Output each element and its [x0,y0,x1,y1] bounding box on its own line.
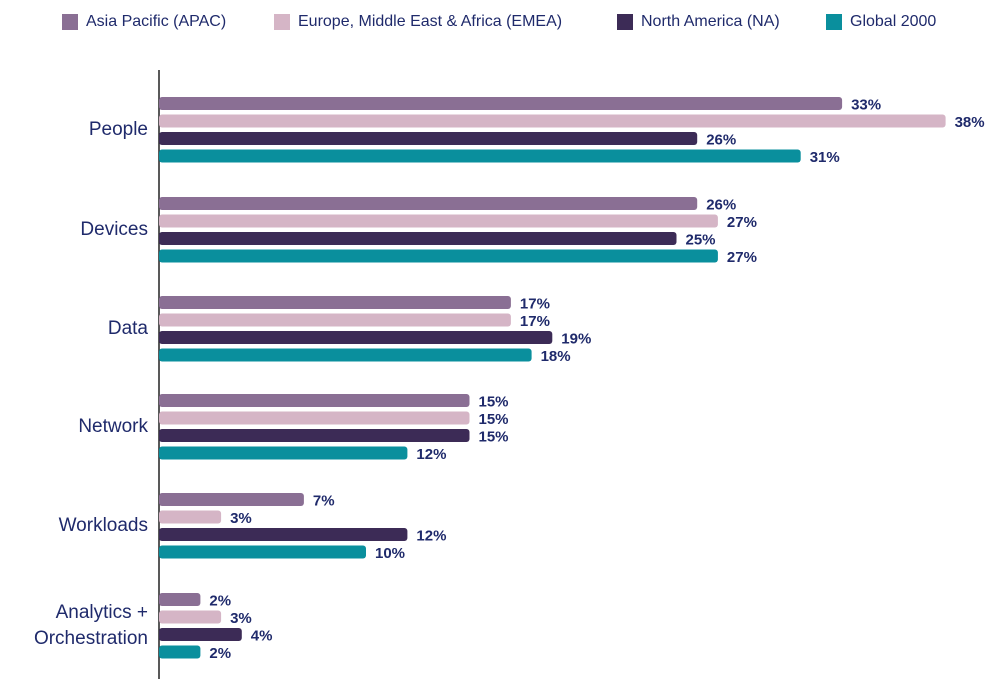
value-label: 15% [479,428,509,445]
value-label: 3% [230,610,252,627]
category-label: Devices [80,218,148,240]
category-label: People [88,118,148,140]
bar [159,232,677,245]
value-label: 26% [706,131,736,148]
bar [159,132,698,145]
bar [159,249,718,263]
bar [159,645,201,659]
value-label: 10% [375,545,405,562]
bar [159,593,201,606]
value-label: 2% [209,645,231,662]
bar [159,331,553,344]
bar [159,411,470,425]
legend-swatch [274,14,290,30]
value-label: 12% [416,446,446,463]
value-label: 27% [727,214,757,231]
value-label: 31% [810,149,840,166]
value-label: 27% [727,249,757,266]
legend-label: Asia Pacific (APAC) [86,13,226,30]
value-label: 33% [851,96,881,113]
bar [159,214,718,228]
value-label: 19% [561,330,591,347]
bar [159,97,843,110]
bar [159,545,366,559]
value-label: 7% [313,492,335,509]
category-label: Analytics + Orchestration [33,601,148,649]
value-label: 17% [520,295,550,312]
value-label: 4% [251,627,273,644]
legend-swatch [826,14,842,30]
value-label: 3% [230,510,252,527]
bar [159,628,242,641]
value-label: 17% [520,313,550,330]
bar [159,610,222,624]
legend-label: Europe, Middle East & Africa (EMEA) [298,13,562,30]
value-label: 15% [479,411,509,428]
category-label: Data [107,317,148,339]
bar [159,296,511,309]
bar [159,313,511,327]
legend-swatch [62,14,78,30]
category-label: Workloads [58,514,148,536]
legend-label: North America (NA) [641,13,780,30]
bar [159,394,470,407]
value-label: 26% [706,196,736,213]
bar [159,114,946,128]
value-label: 15% [479,393,509,410]
bar [159,429,470,442]
bar [159,528,408,541]
bar [159,149,801,163]
value-label: 18% [541,348,571,365]
bar [159,510,222,524]
value-label: 12% [416,527,446,544]
value-label: 25% [686,231,716,248]
legend-label: Global 2000 [850,13,936,30]
legend-swatch [617,14,633,30]
category-label: Network [78,415,148,437]
value-label: 2% [209,592,231,609]
bar [159,348,532,362]
bar [159,197,698,210]
value-label: 38% [955,114,985,131]
bar [159,446,408,460]
bar [159,493,304,506]
